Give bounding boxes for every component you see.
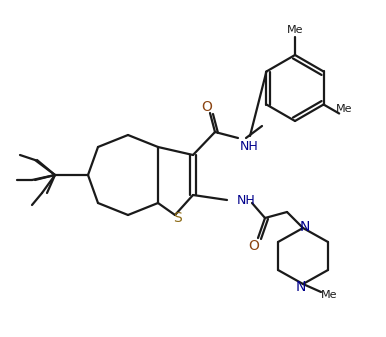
Text: Me: Me	[321, 290, 337, 300]
Text: N: N	[296, 280, 306, 294]
Text: S: S	[174, 211, 182, 225]
Text: O: O	[201, 100, 212, 114]
Text: NH: NH	[237, 193, 256, 207]
Text: NH: NH	[240, 140, 259, 153]
Text: N: N	[300, 220, 310, 234]
Text: O: O	[249, 239, 259, 253]
Text: Me: Me	[287, 25, 303, 35]
Text: Me: Me	[336, 103, 352, 114]
